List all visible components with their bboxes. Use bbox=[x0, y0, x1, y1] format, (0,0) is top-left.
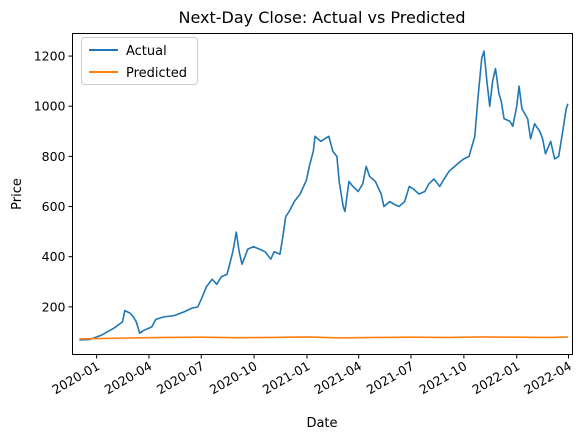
x-tick-label: 2021-10 bbox=[417, 358, 470, 397]
y-tick-label: 800 bbox=[42, 149, 66, 164]
y-tick-label: 400 bbox=[42, 249, 66, 264]
x-axis-ticks: 2020-01 2020-04 2020-07 2020-10 2021-012021-… bbox=[49, 354, 574, 397]
chart-title: Next-Day Close: Actual vs Predicted bbox=[179, 8, 466, 27]
x-tick-label: 2022-01 bbox=[470, 358, 523, 397]
legend-label-predicted: Predicted bbox=[126, 66, 187, 81]
y-tick-label: 1000 bbox=[34, 99, 66, 114]
x-tick-label: 2020-01 bbox=[49, 358, 102, 397]
x-axis-title: Date bbox=[306, 416, 337, 431]
y-tick-label: 600 bbox=[42, 199, 66, 214]
y-tick-label: 200 bbox=[42, 299, 66, 314]
x-tick-label: 2020-10 bbox=[207, 358, 260, 397]
y-tick-label: 1200 bbox=[34, 49, 66, 64]
series-line-predicted bbox=[79, 336, 568, 340]
y-axis-title: Price bbox=[10, 178, 25, 210]
y-axis-ticks: 200 400 600 800 1000 1200 bbox=[34, 49, 73, 314]
x-tick-label: 2022-04 bbox=[521, 358, 574, 397]
legend-label-actual: Actual bbox=[126, 44, 167, 59]
x-tick-label: 2021-01 bbox=[260, 358, 313, 397]
plot-area bbox=[72, 33, 573, 355]
series-line-actual bbox=[79, 50, 569, 341]
x-tick-label: 2021-07 bbox=[364, 358, 417, 397]
x-tick-label: 2021-04 bbox=[311, 358, 364, 397]
x-tick-label: 2020-07 bbox=[154, 358, 207, 397]
legend: Actual Predicted bbox=[81, 37, 198, 85]
series-lines bbox=[79, 50, 569, 341]
x-tick-label: 2020-04 bbox=[102, 358, 155, 397]
